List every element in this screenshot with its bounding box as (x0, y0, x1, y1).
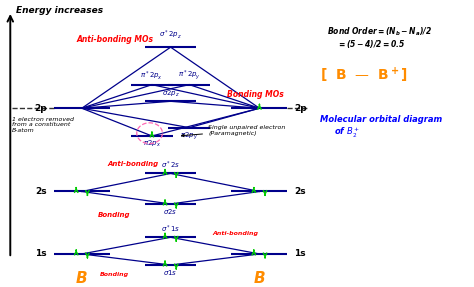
Text: $\mathbf{[\ \ B\ \ —\ \ B^+]}$: $\mathbf{[\ \ B\ \ —\ \ B^+]}$ (320, 65, 408, 85)
Text: $\sigma 2s$: $\sigma 2s$ (164, 207, 178, 216)
Text: B: B (76, 271, 88, 286)
Text: Molecular orbital diagram: Molecular orbital diagram (320, 115, 442, 124)
Text: $\pi^*2p_y$: $\pi^*2p_y$ (178, 68, 201, 82)
Text: 1 electron removed
from a constituent
B-atom: 1 electron removed from a constituent B-… (12, 117, 73, 133)
Text: $\pi 2p_y$: $\pi 2p_y$ (180, 130, 198, 142)
Text: $\pi 2p_x$: $\pi 2p_x$ (143, 139, 161, 149)
Text: 1s: 1s (35, 249, 47, 258)
Text: $\bfit{Bond\ Order = (N_b-N_a)/2}$: $\bfit{Bond\ Order = (N_b-N_a)/2}$ (327, 26, 432, 38)
Text: Anti-bonding: Anti-bonding (213, 231, 259, 236)
Text: $\sigma 1s$: $\sigma 1s$ (164, 268, 178, 277)
Text: Bonding: Bonding (100, 272, 129, 277)
Text: 2s: 2s (294, 187, 306, 196)
Text: 2p: 2p (294, 104, 307, 113)
Text: $\sigma^*2s$: $\sigma^*2s$ (161, 159, 180, 171)
Text: of $B_2^+$: of $B_2^+$ (334, 126, 361, 140)
Text: Energy increases: Energy increases (17, 5, 103, 15)
Text: Anti-bonding: Anti-bonding (108, 160, 159, 166)
Text: Bonding: Bonding (98, 212, 131, 218)
Text: Bonding MOs: Bonding MOs (227, 90, 283, 98)
Text: $\bfit{= (5-4)/2 =0.5}$: $\bfit{= (5-4)/2 =0.5}$ (337, 38, 405, 51)
Text: Anti-bonding MOs: Anti-bonding MOs (76, 35, 153, 44)
Text: $\sigma^*2p_z$: $\sigma^*2p_z$ (159, 29, 182, 41)
Text: 2s: 2s (35, 187, 47, 196)
Text: $\sigma 2p_z$: $\sigma 2p_z$ (162, 88, 180, 98)
Text: 2p: 2p (34, 104, 47, 113)
Text: $\sigma^*1s$: $\sigma^*1s$ (161, 223, 180, 234)
Text: 1s: 1s (294, 249, 306, 258)
Text: B: B (254, 271, 265, 286)
Text: $\pi^*2p_x$: $\pi^*2p_x$ (140, 69, 164, 82)
Text: Single unpaired electron
(Paramagnetic): Single unpaired electron (Paramagnetic) (182, 125, 285, 137)
